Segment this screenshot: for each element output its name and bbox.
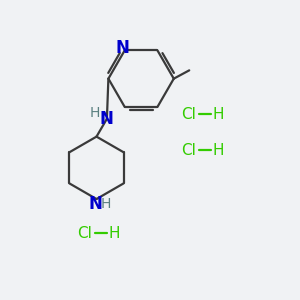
Text: N: N (116, 39, 129, 57)
Text: H: H (101, 197, 111, 212)
Text: Cl: Cl (181, 142, 196, 158)
Text: H: H (89, 106, 100, 120)
Text: H: H (213, 142, 224, 158)
Text: N: N (89, 195, 103, 213)
Text: N: N (100, 110, 114, 128)
Text: H: H (213, 107, 224, 122)
Text: H: H (109, 226, 120, 241)
Text: Cl: Cl (181, 107, 196, 122)
Text: Cl: Cl (77, 226, 92, 241)
